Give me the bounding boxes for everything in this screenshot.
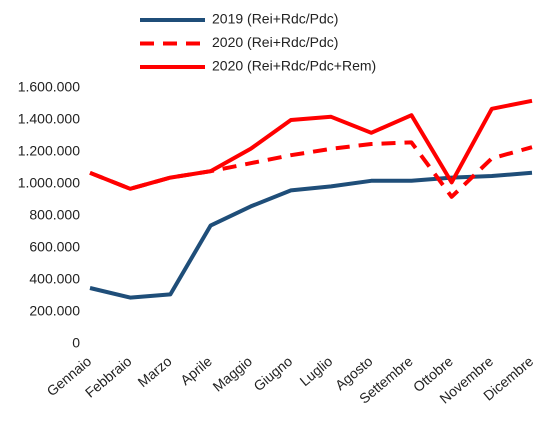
series-line bbox=[89, 98, 533, 191]
legend-label: 2020 (Rei+Rdc/Pdc) bbox=[212, 34, 338, 50]
x-tick-label: Giugno bbox=[250, 353, 295, 394]
y-tick-label: 400.000 bbox=[29, 271, 80, 287]
y-tick-label: 1.000.000 bbox=[18, 175, 80, 191]
y-tick-label: 1.400.000 bbox=[18, 111, 80, 127]
series-line bbox=[89, 170, 533, 300]
x-tick-label: Marzo bbox=[135, 353, 175, 390]
y-tick-label: 0 bbox=[72, 335, 80, 351]
y-tick-label: 1.600.000 bbox=[18, 79, 80, 95]
y-tick-label: 1.200.000 bbox=[18, 143, 80, 159]
legend-label: 2020 (Rei+Rdc/Pdc+Rem) bbox=[212, 58, 376, 74]
legend-label: 2019 (Rei+Rdc/Pdc) bbox=[212, 11, 338, 27]
y-tick-label: 600.000 bbox=[29, 239, 80, 255]
x-tick-label: Maggio bbox=[210, 353, 256, 395]
x-tick-label: Luglio bbox=[296, 353, 335, 389]
y-tick-label: 800.000 bbox=[29, 207, 80, 223]
y-tick-label: 200.000 bbox=[29, 303, 80, 319]
